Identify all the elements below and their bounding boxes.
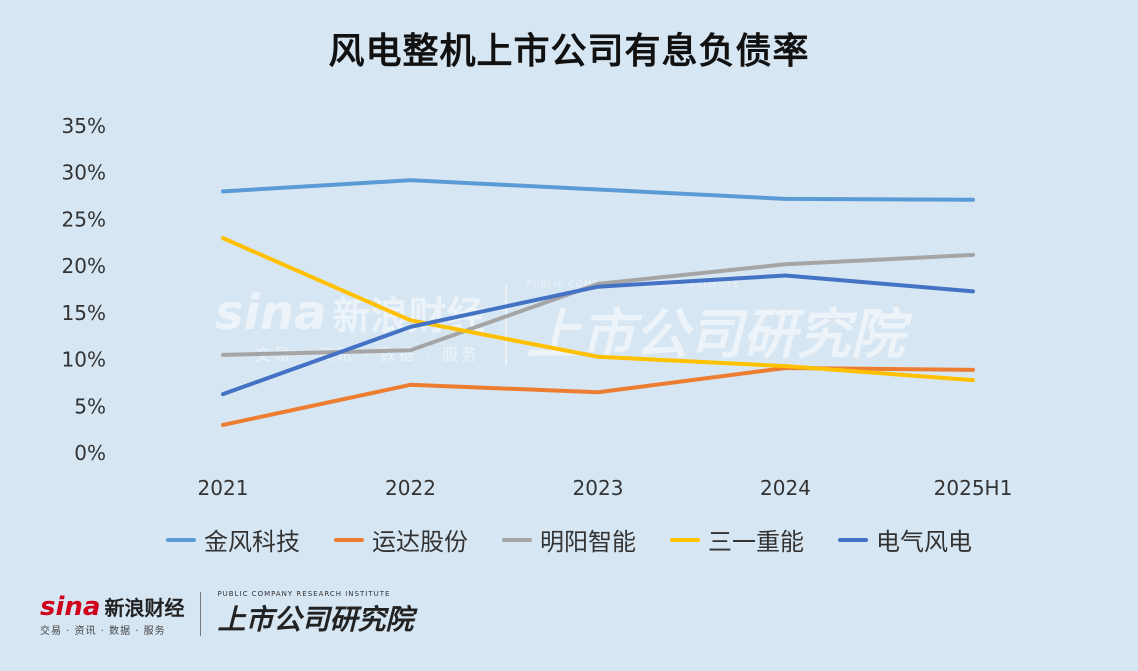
y-tick-label: 30%: [62, 161, 106, 185]
chart-legend: 金风科技 运达股份 明阳智能 三一重能 电气风电: [0, 522, 1138, 557]
chart-title: 风电整机上市公司有息负债率: [328, 31, 810, 72]
y-tick-label: 15%: [62, 301, 106, 325]
series-line-4: [221, 236, 975, 383]
legend-label: 三一重能: [708, 528, 804, 556]
y-tick-label: 0%: [74, 441, 106, 465]
sina-name: 新浪财经: [104, 595, 185, 620]
series-line-5: [221, 273, 975, 397]
x-tick-label: 2023: [573, 476, 624, 500]
x-tick-label: 2021: [198, 476, 249, 500]
legend-item-3: 明阳智能: [502, 522, 636, 557]
x-tick-label: 2024: [760, 476, 811, 500]
legend-label: 明阳智能: [540, 528, 636, 556]
series-lines: [221, 178, 975, 427]
legend-swatch: [166, 537, 196, 542]
legend-swatch: [502, 537, 532, 542]
y-tick-label: 10%: [62, 348, 106, 372]
legend-item-5: 电气风电: [838, 522, 972, 557]
institute-en: PUBLIC COMPANY RESEARCH INSTITUTE: [217, 590, 391, 598]
brand-divider: [200, 592, 202, 636]
legend-swatch: [838, 537, 868, 542]
sina-tagline: 交易 · 资讯 · 数据 · 服务: [40, 625, 166, 637]
y-tick-label: 5%: [74, 394, 106, 418]
series-line-1: [221, 178, 975, 202]
legend-item-4: 三一重能: [670, 522, 804, 557]
legend-item-1: 金风科技: [166, 522, 300, 557]
y-tick-label: 35%: [62, 114, 106, 138]
x-axis: 2021 2022 2023 2024 2025H1: [198, 476, 1013, 500]
sina-finance-logo: sina 新浪财经 交易 · 资讯 · 数据 · 服务: [40, 592, 184, 637]
line-chart: 0%5%10%15%20%25%30%35% 2021 2022 2023 2024 2…: [62, 114, 1013, 500]
institute-cn: 上市公司研究院: [217, 603, 414, 636]
legend-label: 运达股份: [372, 528, 468, 556]
y-axis: 0% 5% 10% 15% 20% 25% 30% 35%: [62, 114, 106, 465]
institute-logo: PUBLIC COMPANY RESEARCH INSTITUTE 上市公司研究…: [217, 590, 413, 638]
legend-label: 电气风电: [876, 528, 972, 556]
legend-swatch: [670, 537, 700, 542]
y-tick-label: 25%: [62, 207, 106, 231]
legend-swatch: [334, 537, 364, 542]
legend-label: 金风科技: [204, 528, 300, 556]
y-tick-label: 20%: [62, 254, 106, 278]
x-tick-label: 2025H1: [934, 476, 1013, 500]
series-line-3: [221, 252, 975, 357]
x-tick-label: 2022: [385, 476, 436, 500]
footer-branding: sina 新浪财经 交易 · 资讯 · 数据 · 服务 PUBLIC COMPA…: [40, 590, 413, 638]
sina-mark: sina: [40, 591, 101, 622]
series-line-2: [221, 365, 975, 427]
legend-item-2: 运达股份: [334, 522, 468, 557]
